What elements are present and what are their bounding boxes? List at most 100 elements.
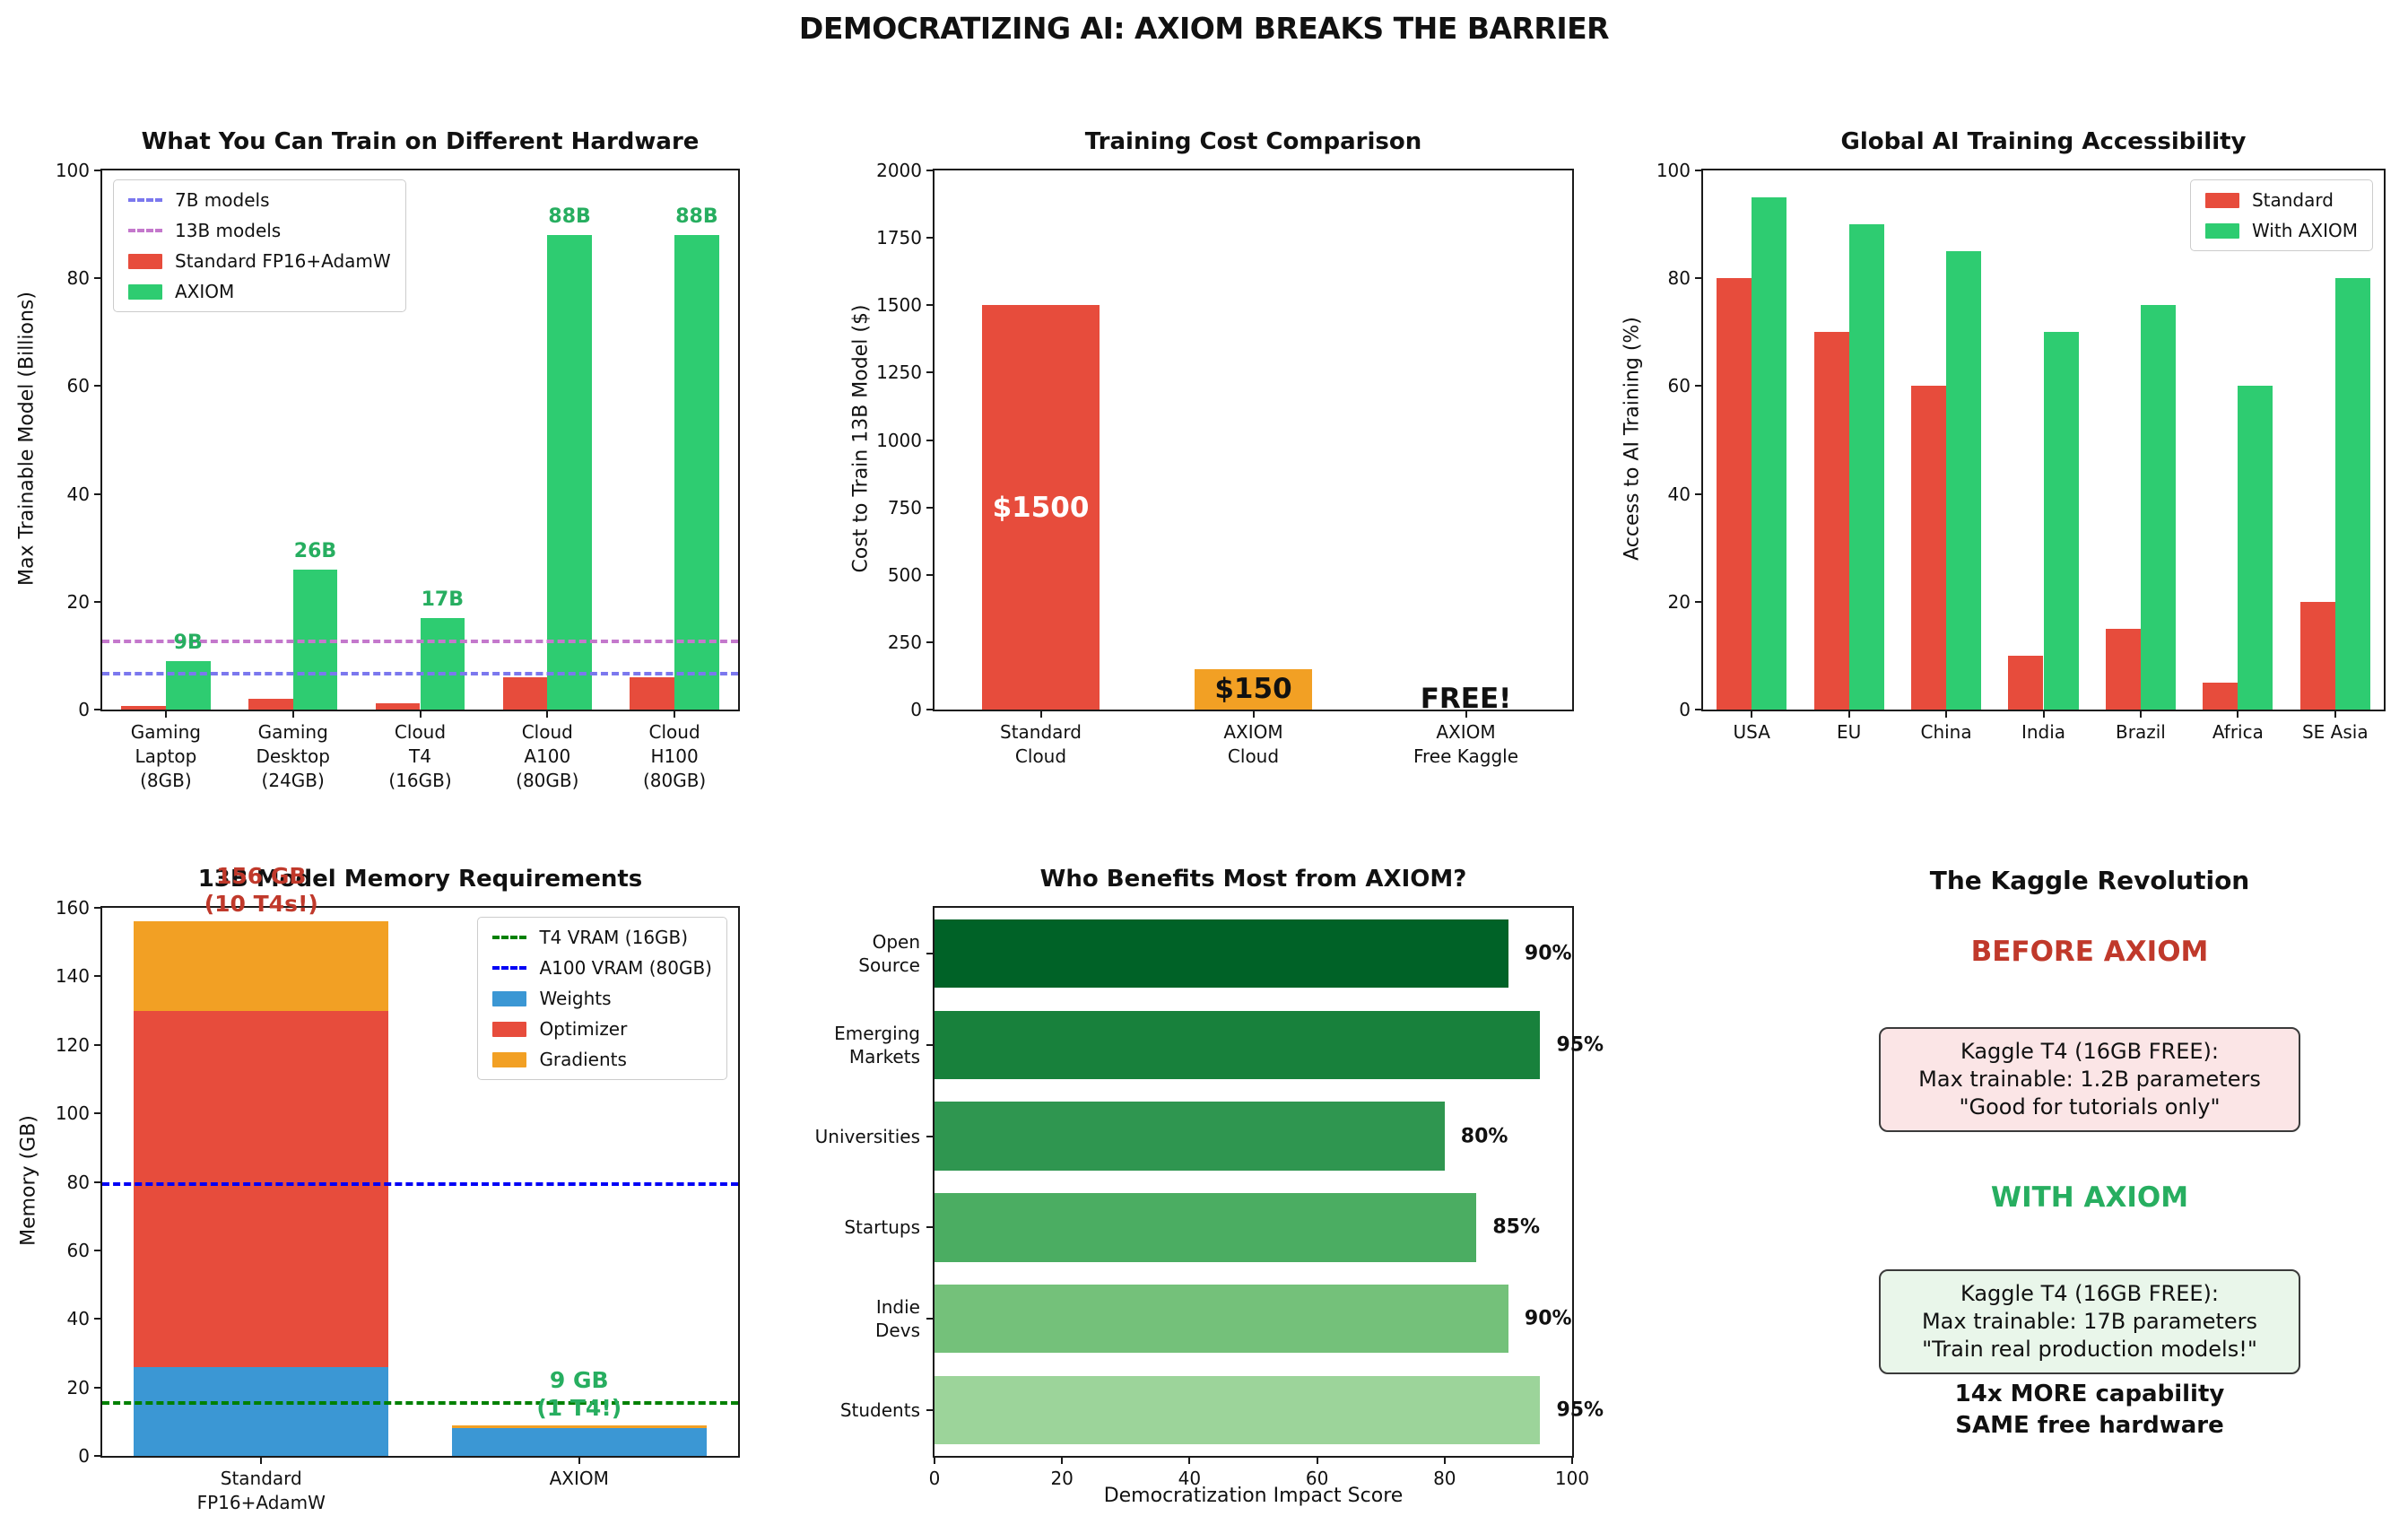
- plot-area-hardware: 0 20 40 60 80 100 Gaming Laptop (8GB) Gaming De…: [56, 160, 740, 791]
- stack-segment-weights: [134, 1366, 389, 1456]
- x-tick-mark: [1039, 710, 1042, 718]
- y-tick-mark: [926, 709, 935, 710]
- bar-standard-fp16-adamw: [121, 706, 166, 710]
- bar-standard: [2008, 655, 2044, 710]
- bar-value-label: 17B: [421, 588, 465, 611]
- impact-bar: [935, 1193, 1477, 1262]
- cost-bar: [982, 305, 1100, 710]
- y-tick-label: 60: [1667, 375, 1691, 397]
- y-tick-label: 0: [910, 699, 922, 720]
- before-box-line3: "Good for tutorials only": [1959, 1094, 2221, 1120]
- legend-item: With AXIOM: [2204, 220, 2358, 241]
- reference-line: [102, 1400, 738, 1405]
- bar-value-label: 95%: [1556, 1033, 1604, 1057]
- x-tick-mark: [934, 1456, 935, 1464]
- y-axis-label-memory: Memory (GB): [17, 1115, 40, 1246]
- with-axiom-box: Kaggle T4 (16GB FREE): Max trainable: 17…: [1879, 1269, 2300, 1374]
- x-tick-label: EU: [1837, 721, 1862, 743]
- x-tick-mark: [291, 710, 294, 718]
- with-box-line2: Max trainable: 17B parameters: [1921, 1309, 2258, 1334]
- legend-item: AXIOM: [128, 281, 391, 302]
- y-tick-label: 1250: [876, 362, 922, 384]
- x-tick-label: Standard FP16+AdamW: [196, 1468, 326, 1513]
- y-tick-mark: [94, 385, 102, 388]
- plot-area-global: 0 20 40 60 80 100 USA EU China India Brazil Africa S…: [1656, 160, 2386, 743]
- bar-axiom: [165, 660, 211, 710]
- bar-value-label: FREE!: [1420, 682, 1512, 715]
- legend-item: T4 VRAM (16GB): [492, 927, 712, 948]
- y-tick-mark: [926, 237, 935, 240]
- legend-color-swatch: [492, 1021, 527, 1037]
- x-tick-label: 80: [1433, 1468, 1456, 1489]
- x-tick-label: Gaming Desktop (24GB): [256, 721, 330, 791]
- legend-label: Standard FP16+AdamW: [175, 250, 391, 272]
- bar-value-label: $150: [1214, 673, 1292, 706]
- y-tick-mark: [926, 506, 935, 509]
- y-tick-label: 60: [66, 1239, 90, 1261]
- y-tick-mark: [926, 304, 935, 307]
- x-tick-mark: [1061, 1456, 1064, 1464]
- x-tick-mark: [1465, 710, 1467, 718]
- x-tick-label: 0: [928, 1468, 941, 1489]
- before-axiom-box: Kaggle T4 (16GB FREE): Max trainable: 1.…: [1879, 1027, 2300, 1132]
- x-tick-mark: [1188, 1456, 1191, 1464]
- y-tick-label: 140: [55, 965, 90, 988]
- bar-value-label: $1500: [992, 491, 1090, 524]
- y-tick-label: 80: [1667, 267, 1691, 290]
- footer-line2: SAME free hardware: [1955, 1412, 2224, 1439]
- reference-line: [102, 1181, 738, 1186]
- kaggle-footer: 14x MORE capability SAME free hardware: [1758, 1379, 2408, 1442]
- bar-standard: [1813, 332, 1849, 710]
- y-axis-label-global: Access to AI Training (%): [1621, 317, 1644, 561]
- bar-standard-fp16-adamw: [375, 702, 421, 710]
- x-axis-label-benefits: Democratization Impact Score: [1103, 1485, 1404, 1507]
- x-tick-mark: [1316, 1456, 1318, 1464]
- x-tick-mark: [578, 1456, 580, 1464]
- y-tick-label: 20: [1667, 590, 1691, 613]
- with-axiom-heading: WITH AXIOM: [1990, 1181, 2189, 1214]
- memory-annotation: 156 GB (10 T4s!): [204, 863, 318, 918]
- bar-standard: [2299, 601, 2335, 710]
- bar-with-axiom: [2043, 332, 2079, 710]
- x-tick-mark: [1847, 710, 1850, 718]
- impact-bar: [935, 1010, 1541, 1079]
- y-tick-label: 0: [78, 699, 90, 720]
- bar-value-label: 85%: [1492, 1215, 1541, 1239]
- stack-segment-weights: [451, 1427, 707, 1456]
- kaggle-revolution-panel: The Kaggle Revolution BEFORE AXIOM Kaggl…: [1758, 866, 2408, 1439]
- stack-segment-gradients: [134, 921, 389, 1011]
- y-tick-mark: [94, 1181, 102, 1183]
- y-tick-mark: [94, 975, 102, 978]
- y-tick-mark: [926, 371, 935, 374]
- bar-value-label: 80%: [1460, 1125, 1508, 1148]
- y-axis-label-hardware: Max Trainable Model (Billions): [15, 292, 39, 586]
- y-tick-mark: [1695, 277, 1703, 280]
- x-tick-label: Gaming Laptop (8GB): [130, 721, 201, 791]
- y-tick-label: 1000: [876, 429, 922, 451]
- x-tick-label: AXIOM: [549, 1468, 609, 1489]
- legend-label: Weights: [539, 988, 612, 1009]
- y-tick-label: 1500: [876, 294, 922, 317]
- footer-line1: 14x MORE capability: [1954, 1381, 2225, 1407]
- y-category-label: Indie Devs: [875, 1296, 920, 1342]
- y-tick-label: 0: [1679, 699, 1691, 720]
- legend-label: 13B models: [175, 220, 282, 241]
- y-tick-label: 40: [66, 1308, 90, 1330]
- bar-axiom: [547, 235, 592, 710]
- x-tick-label: SE Asia: [2301, 721, 2369, 743]
- bar-value-label: 95%: [1556, 1398, 1604, 1422]
- legend-color-swatch: [128, 253, 162, 269]
- bar-value-label: 88B: [675, 205, 718, 229]
- x-tick-label: Cloud H100 (80GB): [642, 721, 707, 791]
- y-tick-label: 160: [55, 897, 90, 919]
- y-category-label: Emerging Markets: [834, 1022, 920, 1067]
- legend-line-swatch: [492, 936, 527, 939]
- legend-line-swatch: [128, 198, 162, 202]
- plot-area-memory: 0 20 40 60 80 100 120 140 160 Standard FP16+AdamW…: [56, 863, 740, 1513]
- y-tick-label: 100: [1656, 160, 1691, 181]
- x-tick-mark: [674, 710, 676, 718]
- legend: T4 VRAM (16GB) A100 VRAM (80GB) Weights Opt…: [477, 917, 727, 1080]
- y-tick-mark: [94, 1386, 102, 1389]
- y-tick-mark: [926, 1226, 935, 1229]
